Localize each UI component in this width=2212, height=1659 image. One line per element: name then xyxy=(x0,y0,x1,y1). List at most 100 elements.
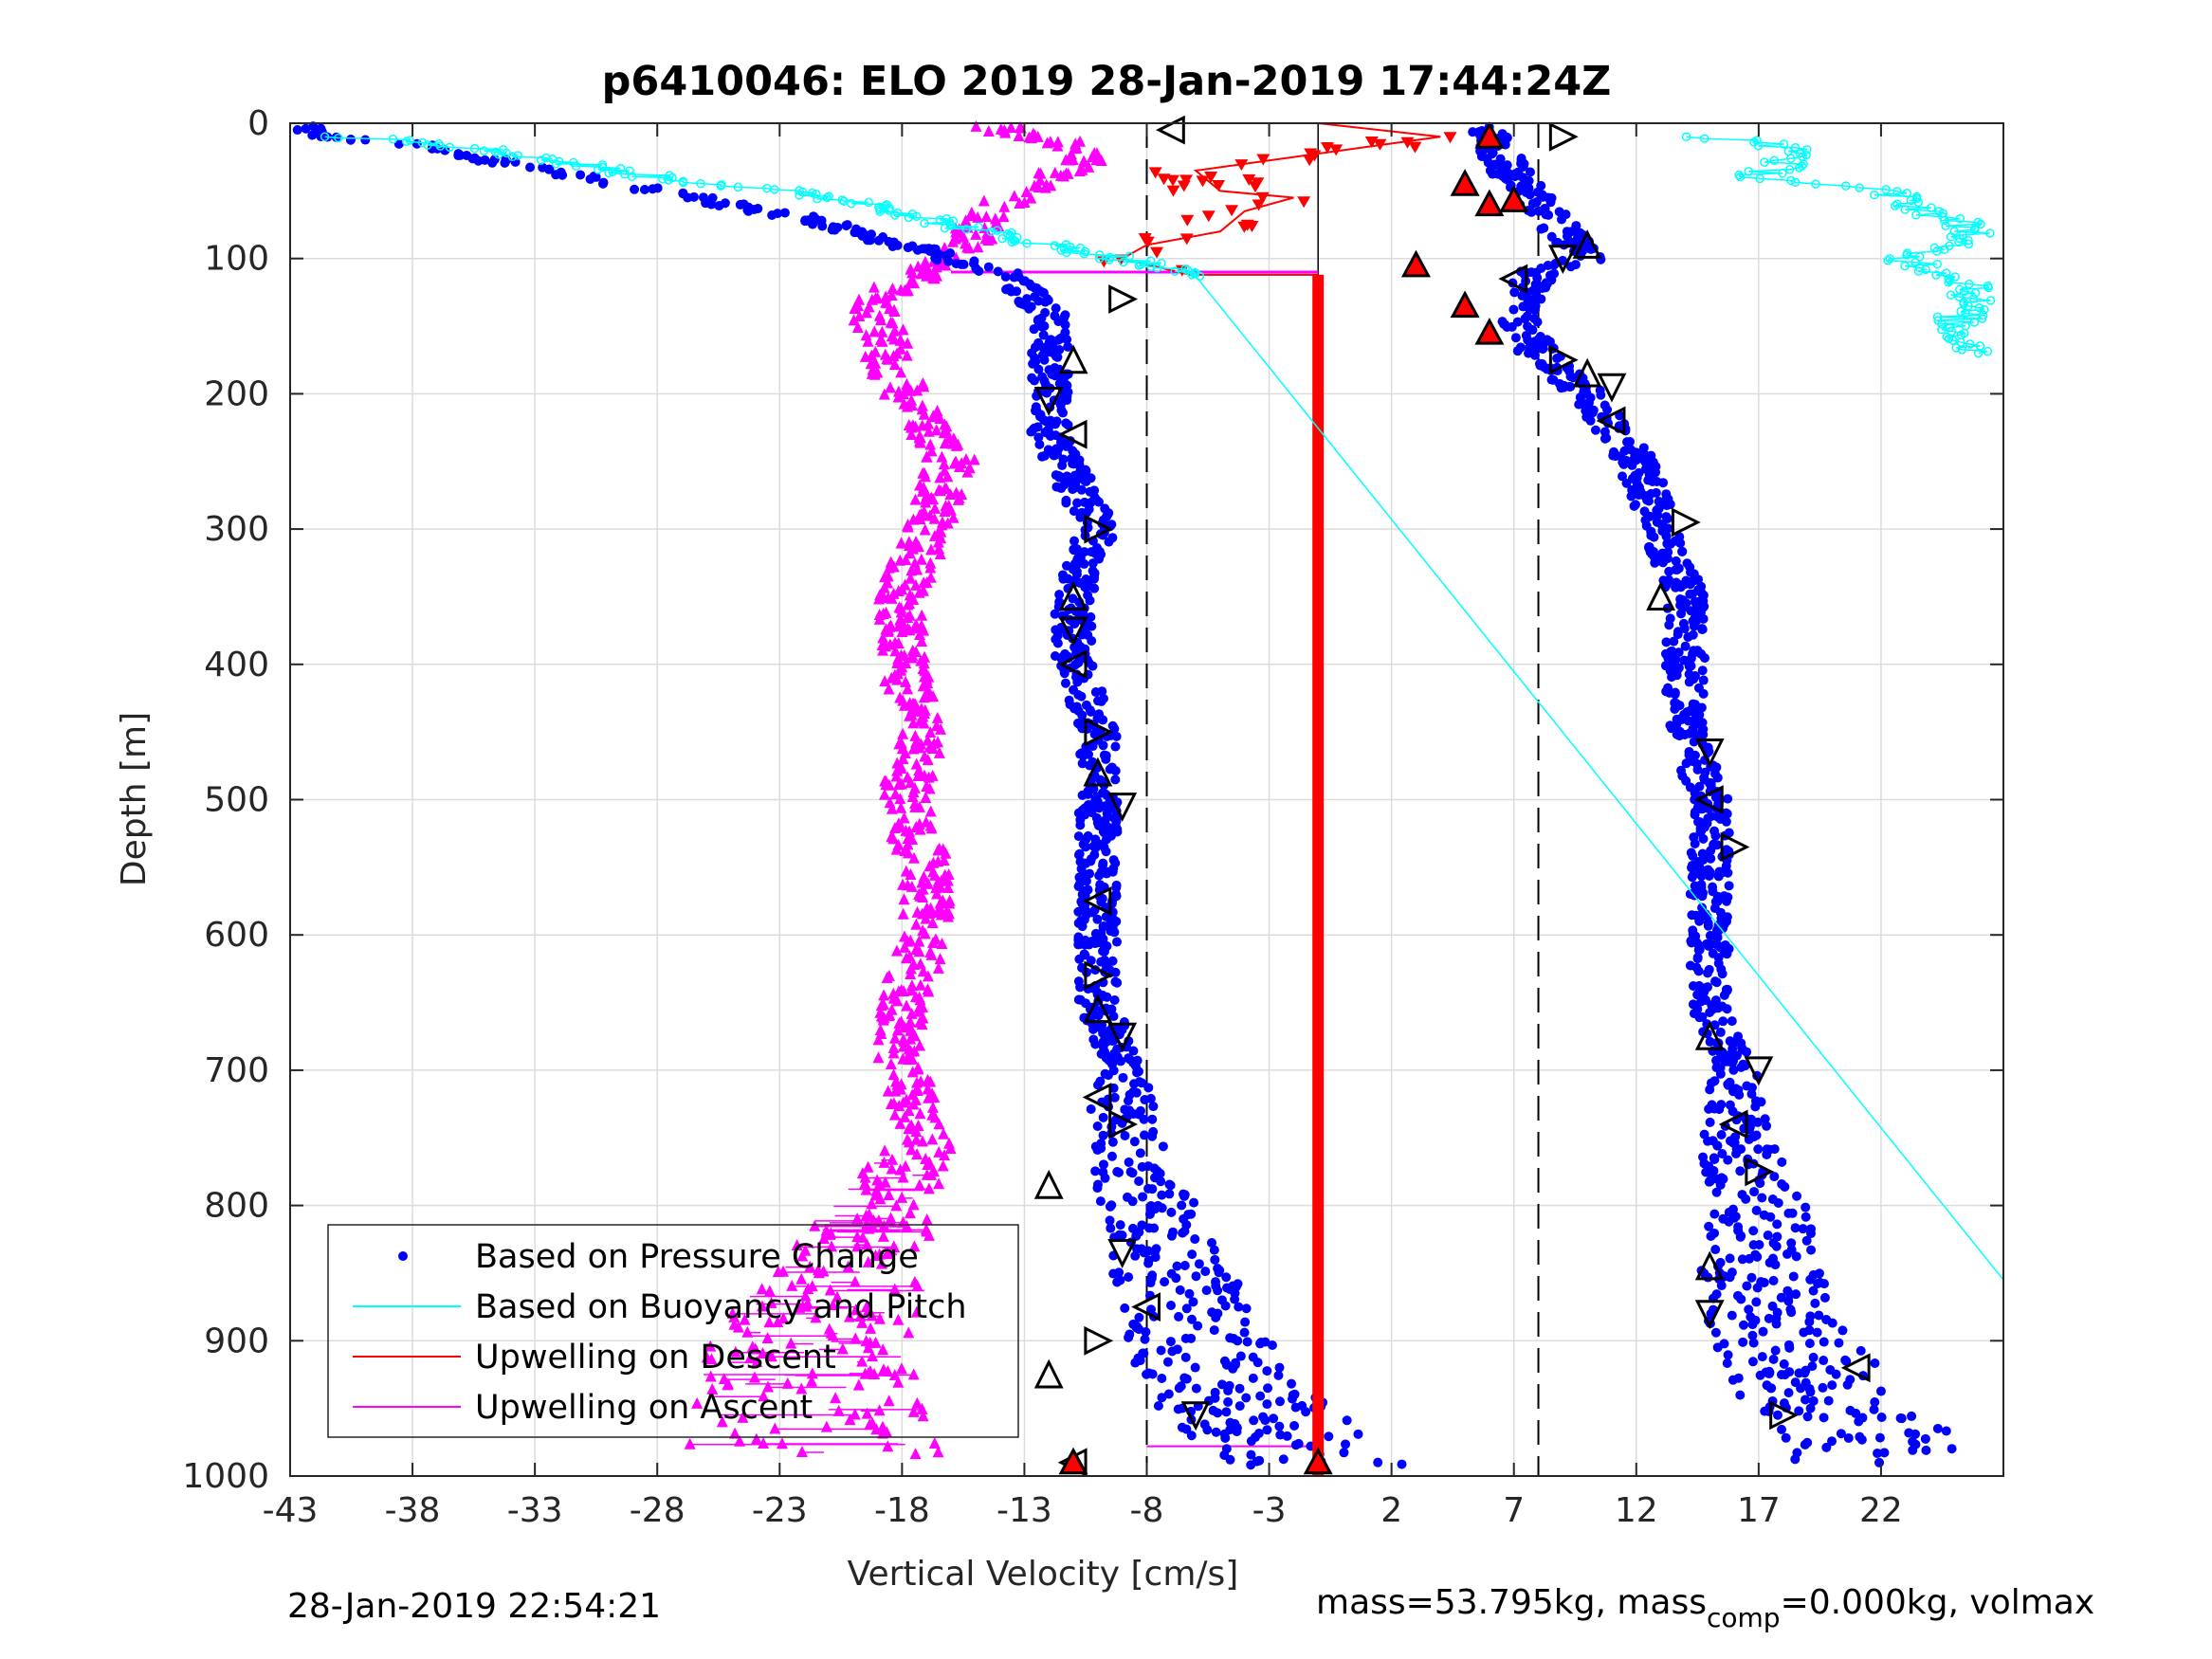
pressure-change-point xyxy=(1690,612,1700,623)
pressure-change-point xyxy=(842,220,852,230)
pressure-change-point xyxy=(1529,337,1540,347)
ascent-upwelling-point xyxy=(897,323,909,336)
ascent-upwelling-point xyxy=(809,1219,821,1231)
ascent-upwelling-point xyxy=(902,519,914,531)
pressure-change-point xyxy=(453,151,464,161)
ascent-upwelling-point xyxy=(1018,195,1031,208)
ascent-upwelling-point xyxy=(928,529,941,541)
buoyancy-point xyxy=(1170,266,1179,277)
buoyancy-point xyxy=(320,132,330,142)
descent-upwelling-point xyxy=(1201,210,1216,223)
pressure-change-point xyxy=(1710,1245,1721,1255)
pressure-change-point xyxy=(1678,596,1689,607)
pressure-change-point xyxy=(1873,1448,1883,1458)
ascent-upwelling-point xyxy=(905,274,918,286)
ascent-upwelling-point xyxy=(923,670,935,683)
buoyancy-point xyxy=(507,152,518,162)
ascent-upwelling-point xyxy=(915,702,927,715)
pressure-change-point xyxy=(1827,1436,1837,1447)
pressure-change-point xyxy=(1723,793,1733,804)
buoyancy-model-line xyxy=(1195,275,2004,1281)
pressure-change-point xyxy=(1689,569,1699,579)
buoyancy-point xyxy=(986,227,996,237)
pressure-change-point xyxy=(1792,1191,1802,1201)
buoyancy-point xyxy=(1964,235,1973,246)
ascent-upwelling-point xyxy=(877,1363,889,1376)
pressure-change-point xyxy=(1705,1117,1715,1127)
pressure-change-point xyxy=(1177,1200,1187,1211)
pressure-change-point xyxy=(1050,609,1060,619)
pressure-change-point xyxy=(1098,860,1108,870)
sample-marker-red xyxy=(1450,290,1480,319)
pressure-change-point xyxy=(1762,1121,1772,1131)
pressure-change-point xyxy=(1231,1358,1241,1368)
pressure-change-point xyxy=(1191,1271,1201,1282)
pressure-change-point xyxy=(1786,1238,1797,1249)
ascent-upwelling-point xyxy=(960,216,972,228)
ascent-upwelling-point xyxy=(881,972,893,984)
pressure-change-point xyxy=(1102,809,1112,819)
ascent-upwelling-point xyxy=(902,611,914,623)
pressure-change-point xyxy=(1289,1420,1300,1431)
ascent-upwelling-point xyxy=(860,306,872,319)
pressure-change-point xyxy=(1075,820,1086,830)
pressure-change-point xyxy=(1353,1429,1363,1439)
ascent-upwelling-point xyxy=(888,1108,901,1121)
buoyancy-point xyxy=(904,212,914,223)
ascent-upwelling-point xyxy=(914,1039,926,1051)
sample-marker xyxy=(1548,121,1579,152)
pressure-change-point xyxy=(467,154,478,164)
ascent-upwelling-point xyxy=(903,418,915,430)
buoyancy-point xyxy=(1959,300,1968,309)
pressure-change-point xyxy=(1373,1457,1383,1468)
pressure-change-point xyxy=(1736,1231,1746,1241)
pressure-change-point xyxy=(1179,1261,1190,1271)
pressure-change-point xyxy=(1339,1448,1349,1458)
pressure-change-point xyxy=(1074,954,1085,964)
buoyancy-point xyxy=(813,193,822,204)
pressure-change-point xyxy=(1786,1307,1797,1318)
legend: Based on Pressure Change Based on Buoyanc… xyxy=(327,1224,1019,1438)
pressure-change-point xyxy=(1101,751,1111,761)
ascent-upwelling-point xyxy=(737,1411,749,1423)
ascent-upwelling-point xyxy=(879,675,891,687)
descent-upwelling-point xyxy=(1255,191,1270,204)
ascent-upwelling-point xyxy=(832,1290,844,1303)
x-tick-label: -38 xyxy=(385,1491,441,1530)
ascent-upwelling-point xyxy=(769,1422,781,1434)
pressure-change-point xyxy=(1193,1321,1203,1331)
pressure-change-point xyxy=(878,232,888,243)
pressure-change-point xyxy=(1211,1427,1221,1437)
ascent-upwelling-point xyxy=(894,342,906,355)
ascent-upwelling-point xyxy=(895,1362,907,1375)
buoyancy-point xyxy=(1779,139,1789,149)
pressure-change-point xyxy=(1670,704,1680,715)
pressure-change-point xyxy=(941,250,951,261)
pressure-change-point xyxy=(1737,1254,1747,1265)
pressure-change-point xyxy=(1124,1272,1134,1283)
pressure-change-point xyxy=(1095,1196,1106,1207)
ascent-upwelling-point xyxy=(868,325,881,337)
ascent-upwelling-point xyxy=(865,357,877,370)
pressure-change-point xyxy=(1166,1231,1177,1241)
pressure-change-point xyxy=(1876,1413,1887,1423)
buoyancy-point xyxy=(513,151,523,160)
ascent-upwelling-point xyxy=(893,601,905,613)
ascent-upwelling-point xyxy=(911,1396,923,1409)
legend-label: Based on Pressure Change xyxy=(475,1238,919,1276)
pressure-change-point xyxy=(1746,1114,1757,1124)
ascent-upwelling-point xyxy=(902,831,914,844)
ascent-upwelling-point xyxy=(942,882,955,894)
pressure-change-point xyxy=(1074,848,1085,859)
ascent-upwelling-point xyxy=(869,292,882,304)
pressure-change-point xyxy=(1874,1457,1885,1468)
ascent-upwelling-point xyxy=(864,1337,876,1349)
sample-marker xyxy=(1693,785,1724,814)
pressure-change-point xyxy=(1109,995,1120,1006)
pressure-change-point xyxy=(1128,1046,1139,1056)
pressure-change-point xyxy=(1188,1297,1198,1307)
pressure-change-point xyxy=(1098,1027,1108,1037)
sample-marker xyxy=(1033,1169,1064,1199)
pressure-change-point xyxy=(1241,1304,1252,1314)
pressure-change-point xyxy=(1127,1168,1138,1178)
